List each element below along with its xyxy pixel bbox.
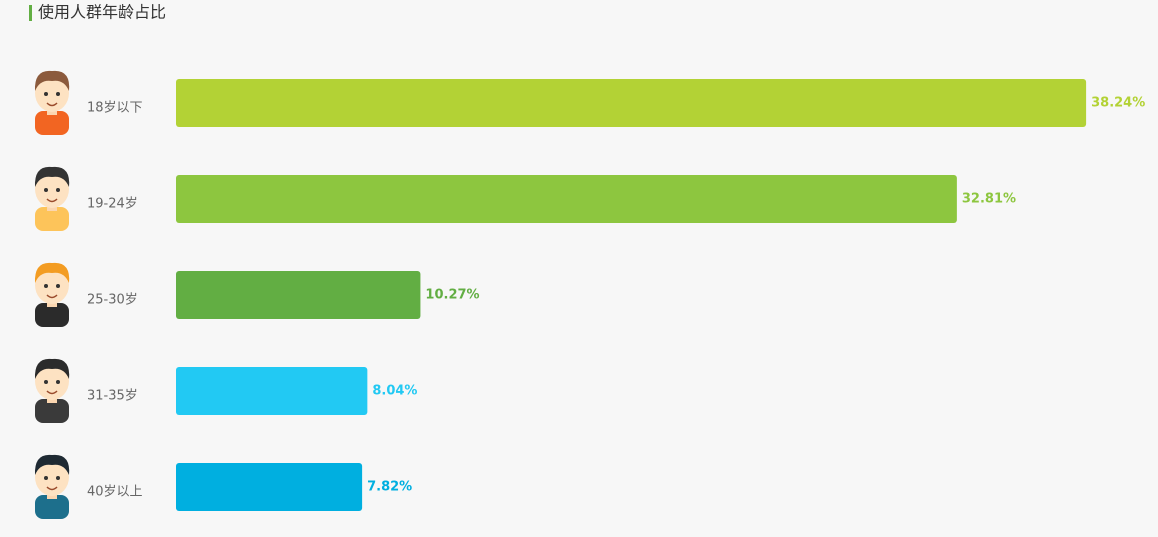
avatar [34,262,70,327]
avatar-eye [44,284,48,288]
avatar-eye [44,476,48,480]
bar [176,175,957,223]
avatar [34,358,70,423]
avatar-eye [56,92,60,96]
value-label: 8.04% [372,384,417,399]
avatar-mouth [46,294,58,299]
avatar-eye [44,188,48,192]
avatar-body [35,495,69,519]
bar [176,79,1087,127]
category-label: 40岁以上 [87,485,143,500]
value-label: 32.81% [962,192,1016,207]
avatar-hair [34,70,70,91]
bar [176,367,368,415]
avatar-eye [56,380,60,384]
avatar-hair [34,262,70,283]
avatar-face [35,170,69,208]
avatar [34,454,70,519]
avatar-eye [44,92,48,96]
category-label: 31-35岁 [87,389,138,404]
category-label: 25-30岁 [87,293,138,308]
avatar-hair [34,358,70,379]
avatar-face [35,362,69,400]
avatar-mouth [46,102,58,107]
chart-title: 使用人群年龄占比 [38,3,166,22]
avatar-body [35,399,69,423]
avatar-hair [34,454,70,475]
category-label: 19-24岁 [87,197,138,212]
avatar-body [35,303,69,327]
avatar-body [35,111,69,135]
avatar-face [35,266,69,304]
avatar-body [35,207,69,231]
avatar-mouth [46,390,58,395]
title-marker [29,5,32,21]
avatar-mouth [46,198,58,203]
avatar-eye [56,284,60,288]
category-label: 18岁以下 [87,101,143,116]
value-label: 38.24% [1091,96,1145,111]
avatar [34,166,70,231]
value-label: 10.27% [425,288,479,303]
value-label: 7.82% [367,480,412,495]
avatar [34,70,70,135]
bar [176,271,421,319]
bar [176,463,363,511]
avatar-eye [56,476,60,480]
avatar-eye [56,188,60,192]
avatar-eye [44,380,48,384]
avatar-hair [34,166,70,187]
avatar-mouth [46,486,58,491]
avatar-face [35,458,69,496]
avatar-face [35,74,69,112]
avatars [34,70,70,519]
